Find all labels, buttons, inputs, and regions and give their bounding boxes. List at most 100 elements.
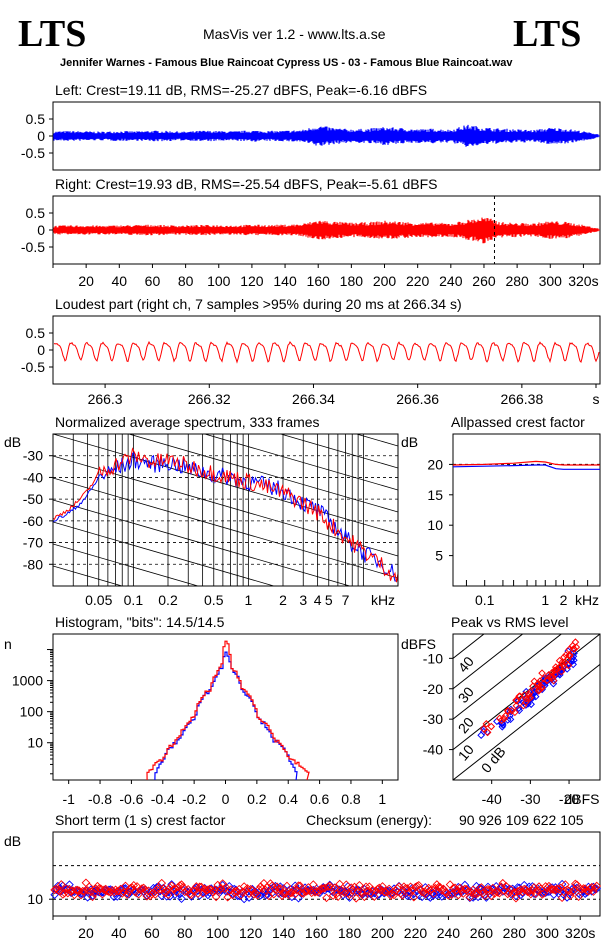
peakrms-point-right	[497, 716, 506, 725]
short-crest-point-right	[570, 879, 580, 889]
short-crest-point-right	[557, 893, 567, 903]
short-crest-point-right	[397, 891, 407, 900]
short-crest-point-right	[98, 889, 107, 899]
histogram-xtick-label: 0.4	[278, 791, 298, 807]
short-crest-point-left	[345, 893, 354, 902]
peakrms-point-right	[526, 688, 535, 696]
app-title: MasVis ver 1.2 - www.lts.a.se	[203, 26, 386, 42]
short-crest-point-right	[159, 884, 168, 894]
histogram-xtick-label: -0.8	[88, 791, 112, 807]
short-crest-point-right	[416, 885, 425, 894]
time-axis-label: 160	[307, 273, 331, 289]
peakrms-point-right	[479, 724, 488, 733]
spectrum-slope-line	[203, 434, 398, 491]
time-axis-label: 220	[406, 273, 430, 289]
loudest-xtick-label: 266.3	[88, 391, 123, 407]
short-crest-point-right	[56, 880, 66, 889]
short-crest-point-right	[190, 886, 200, 896]
short-crest-point-left	[366, 889, 376, 899]
peakrms-crest-label: 0 dB	[478, 743, 509, 775]
peakrms-point-right	[542, 676, 551, 685]
short-crest-point-right	[333, 892, 343, 901]
short-crest-point-right	[432, 880, 442, 889]
right-channel-ytick-label: 0.5	[26, 205, 46, 221]
short-crest-point-right	[322, 893, 331, 903]
short-crest-frame	[52, 831, 601, 917]
time-axis-label: 240	[439, 273, 463, 289]
checksum-value: 90 926 109 622 105	[459, 812, 584, 828]
short-crest-point-right	[198, 889, 208, 898]
spectrum-ytick-label: -50	[23, 491, 43, 507]
short-crest-ylabel: dB	[4, 833, 22, 849]
short-crest-point-right	[544, 881, 554, 891]
short-crest-point-left	[590, 884, 600, 894]
spectrum-slope-line	[53, 543, 200, 586]
short-crest-point-right	[88, 892, 97, 902]
short-crest-point-right	[236, 890, 246, 900]
spectrum-ytick-label: -80	[23, 556, 43, 572]
short-crest-point-right	[407, 885, 417, 895]
loudest-ytick-label: 0.5	[26, 325, 46, 341]
short-crest-point-right	[412, 881, 422, 891]
short-crest-xtick-label: 220	[404, 925, 428, 941]
time-axis-label: 280	[505, 273, 529, 289]
spectrum-slope-line	[279, 434, 398, 469]
spectrum-xtick-label: 3	[299, 592, 307, 608]
left-channel-ytick-label: 0.5	[26, 111, 46, 127]
allpass-frame	[452, 433, 601, 587]
short-crest-point-right	[355, 880, 364, 890]
spectrum-slope-line	[53, 521, 276, 586]
short-crest-point-right	[167, 881, 176, 890]
peakrms-point-right	[571, 638, 580, 646]
short-crest-point-right	[528, 886, 537, 895]
histogram-title: Histogram, "bits": 14.5/14.5	[55, 614, 225, 630]
short-crest-point-right	[498, 878, 508, 888]
spectrum-ylabel: dB	[4, 434, 22, 450]
short-crest-point-right	[175, 881, 185, 890]
short-crest-point-right	[70, 890, 79, 900]
allpass-ylabel: dB	[401, 434, 419, 450]
spectrum-plot-area	[53, 434, 398, 586]
peakrms-xtick-label: -30	[520, 791, 540, 807]
short-crest-xtick-label: 140	[272, 925, 296, 941]
peakrms-point-right	[511, 708, 519, 717]
right-channel-ytick-label: 0	[37, 222, 45, 238]
loudest-xtick-label: 266.38	[500, 391, 543, 407]
short-crest-point-right	[365, 882, 374, 891]
short-crest-point-right	[231, 886, 241, 896]
short-crest-point-right	[122, 890, 132, 899]
spectrum-xtick-label: 0.05	[85, 592, 112, 608]
short-crest-point-right	[294, 881, 303, 890]
peakrms-point-left	[563, 665, 571, 673]
short-crest-point-left	[121, 884, 130, 893]
peakrms-point-right	[548, 669, 556, 677]
short-crest-point-right	[566, 891, 575, 900]
loudest-xtick-label: 266.36	[396, 391, 439, 407]
short-crest-point-right	[493, 888, 503, 897]
spectrum-ytick-label: -70	[23, 535, 43, 551]
histogram-xtick-label: -0.4	[151, 791, 175, 807]
short-crest-point-left	[157, 891, 167, 901]
short-crest-point-right	[440, 887, 450, 897]
peakrms-point-right	[483, 728, 492, 737]
spectrum-xtick-label: 4	[314, 592, 322, 608]
short-crest-point-right	[518, 887, 527, 897]
short-crest-point-right	[196, 882, 206, 892]
spectrum-series-right	[53, 447, 398, 583]
peakrms-point-right	[534, 679, 542, 688]
short-crest-point-right	[465, 892, 475, 902]
logo-left: LTS	[18, 13, 87, 55]
peakrms-ytick-label: -20	[423, 681, 443, 697]
short-crest-point-left	[218, 880, 228, 890]
left-channel-ytick-label: -0.5	[21, 145, 45, 161]
spectrum-slope-line	[53, 434, 398, 535]
peakrms-ylabel: dBFS	[401, 636, 437, 652]
allpass-xtick-label: 0.1	[475, 592, 495, 608]
peakrms-point-right	[572, 643, 581, 651]
peakrms-point-right	[482, 720, 491, 728]
short-crest-point-right	[162, 886, 171, 896]
short-crest-point-right	[506, 885, 516, 894]
spectrum-xtick-label: kHz	[371, 592, 395, 608]
short-crest-point-right	[505, 888, 514, 898]
short-crest-point-right	[531, 889, 541, 898]
